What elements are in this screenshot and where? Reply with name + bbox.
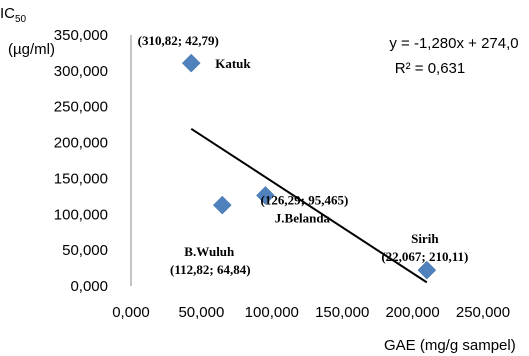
x-axis-title: GAE (mg/g sampel) (384, 337, 516, 354)
point-annotations: Katuk (310,82; 42,79) B.Wuluh (112,82; 64,8… (138, 33, 469, 277)
trendline (190, 127, 428, 284)
point-name-label: B.Wuluh (184, 244, 235, 259)
point-coords-label: (112,82; 64,84) (170, 262, 251, 277)
y-axis-ticks: 0,000 50,000 100,000 150,000 200,000 250,000 3… (54, 27, 108, 295)
y-tick-label: 200,000 (54, 135, 108, 152)
data-point-marker (256, 186, 275, 205)
x-axis-ticks: 0,000 50,000 100,000 150,000 200,000 250,000 (112, 304, 510, 321)
point-name-label: J.Belanda (275, 210, 331, 225)
r-squared: R² = 0,631 (395, 60, 465, 77)
trendline-group (190, 127, 428, 284)
y-tick-label: 0,000 (70, 278, 108, 295)
point-coords-label: (126,29; 95,465) (261, 192, 349, 207)
data-point-marker (417, 260, 437, 280)
x-tick-label: 50,000 (178, 304, 224, 321)
x-tick-label: 200,000 (385, 304, 439, 321)
y-tick-label: 100,000 (54, 206, 108, 223)
trendline-equation: y = -1,280x + 274,0 (389, 35, 518, 52)
y-tick-label: 50,000 (62, 242, 108, 259)
y-axis-title-main: IC (0, 5, 15, 22)
x-tick-label: 0,000 (112, 304, 150, 321)
y-tick-label: 300,000 (54, 63, 108, 80)
y-axis-title: IC50 (0, 5, 27, 25)
point-coords-label: (22,067; 210,11) (381, 249, 468, 264)
point-coords-label: (310,82; 42,79) (138, 33, 219, 48)
point-name-label: Sirih (411, 231, 439, 246)
y-tick-label: 350,000 (54, 27, 108, 44)
data-point-marker (181, 53, 201, 73)
y-tick-label: 250,000 (54, 99, 108, 116)
data-point-marker (212, 195, 232, 215)
y-axis-title-sub: 50 (15, 14, 27, 25)
y-tick-label: 150,000 (54, 170, 108, 187)
point-name-label: Katuk (215, 56, 251, 71)
x-tick-label: 100,000 (245, 304, 299, 321)
data-points (181, 53, 437, 280)
x-tick-label: 150,000 (315, 304, 369, 321)
y-axis-unit: (µg/ml) (8, 41, 55, 58)
x-tick-label: 250,000 (456, 304, 510, 321)
